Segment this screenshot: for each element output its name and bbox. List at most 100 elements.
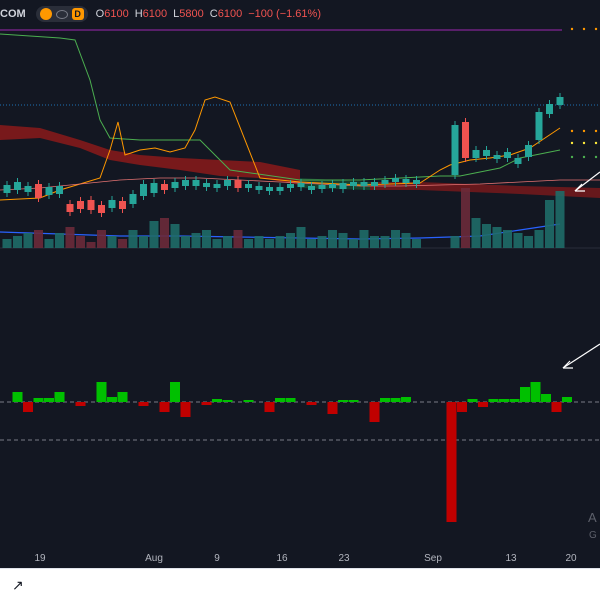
candle-body (182, 180, 189, 186)
volume-bar (401, 233, 411, 248)
low-value: 5800 (179, 8, 204, 20)
volume-bar (307, 239, 316, 248)
volume-bar (13, 236, 22, 248)
x-axis-tick-label: 23 (338, 553, 350, 564)
volume-bar (461, 188, 470, 248)
oscillator-bar (446, 402, 457, 522)
volume-bar (391, 230, 400, 248)
candle-body (213, 184, 221, 188)
level-marker-dot (570, 27, 574, 31)
oscillator-bar (478, 402, 488, 407)
candle-body (413, 180, 420, 184)
oscillator-bar (551, 402, 562, 412)
oscillator-bar (369, 402, 380, 422)
candle-body (535, 112, 543, 140)
volume-bar (118, 239, 127, 248)
chart-legend: COM D O6100 H6100 L5800 C6100 −100 (−1.6… (0, 2, 321, 26)
volume-bar (170, 224, 180, 248)
watermark-line1: A (588, 510, 597, 525)
level-marker-dot (570, 129, 574, 133)
candle-body (3, 185, 11, 193)
candle-body (224, 180, 231, 186)
oscillator-bar (117, 392, 128, 402)
volume-bar (149, 221, 159, 248)
annotation-arrow-upper (574, 171, 600, 192)
volume-bar (223, 236, 232, 248)
volume-bar (97, 230, 106, 248)
volume-bar (233, 230, 243, 248)
candle-body (24, 186, 32, 192)
oscillator-bar (338, 400, 348, 402)
volume-bar (450, 236, 460, 248)
volume-bar (34, 230, 43, 248)
volume-bar (275, 236, 285, 248)
market-status-icon (39, 8, 52, 20)
candle-body (245, 184, 252, 188)
oscillator-bar (201, 402, 212, 405)
volume-bar (128, 230, 138, 248)
volume-bar (160, 218, 169, 248)
candle-body (381, 180, 389, 184)
oscillator-bar (75, 402, 86, 406)
volume-bar (212, 239, 222, 248)
volume-bar (2, 239, 12, 248)
candle-body (350, 182, 357, 186)
data-delay-badge: D (71, 8, 84, 20)
chart-canvas[interactable]: 19 Aug 9 16 23 Sep 13 20 (0, 0, 600, 568)
oscillator-bar (488, 399, 499, 402)
oscillator-bar (380, 398, 390, 402)
candle-body (150, 183, 158, 193)
candle-body (483, 150, 490, 156)
watermark-line2: G (589, 530, 597, 541)
oscillator-bar (107, 397, 117, 402)
oscillator-bar (530, 382, 541, 402)
candle-body (402, 179, 410, 183)
oscillator-bar (348, 400, 359, 402)
candle-body (514, 158, 522, 164)
volume-bar (338, 233, 348, 248)
oscillator-bar (33, 398, 44, 402)
volume-bar (359, 230, 369, 248)
ohlc-values: O6100 H6100 L5800 C6100 −100 (−1.61%) (96, 8, 321, 20)
candle-body (234, 180, 242, 188)
volume-bar (513, 233, 523, 248)
oscillator-bar (212, 399, 222, 402)
oscillator-bar (562, 397, 572, 402)
visibility-eye-icon[interactable] (55, 9, 68, 19)
annotation-arrowhead-lower (562, 360, 573, 369)
level-marker-dot (570, 141, 574, 145)
oscillator-bar (509, 399, 520, 402)
oscillator-bar (275, 398, 285, 402)
candle-body (119, 201, 126, 209)
candle-body (525, 145, 532, 157)
candle-body (192, 180, 200, 186)
level-marker-dot (582, 141, 586, 145)
symbol-name: COM (0, 8, 26, 20)
x-axis-tick-label: 16 (276, 553, 288, 564)
ma-line-orange (0, 96, 561, 201)
open-value: 6100 (104, 8, 129, 20)
candle-body (360, 182, 368, 186)
chart-area[interactable]: 19 Aug 9 16 23 Sep 13 20 COM D O6100 H6100 L580… (0, 0, 600, 568)
oscillator-bar (159, 402, 170, 412)
x-axis-tick-label: 19 (34, 553, 46, 564)
volume-bar (412, 239, 421, 248)
level-marker-dot (570, 155, 574, 159)
volume-bar (202, 230, 211, 248)
candle-body (329, 184, 336, 188)
volume-bar (503, 230, 512, 248)
oscillator-bar (23, 402, 33, 412)
oscillator-bar (222, 400, 233, 402)
candle-body (66, 204, 74, 212)
symbol-status-pill[interactable]: D (35, 6, 88, 22)
volume-bar (380, 236, 390, 248)
volume-bar (107, 236, 117, 248)
chart-toolbar-icon[interactable]: ↗ (12, 577, 24, 593)
ma-line-green (0, 33, 561, 181)
high-value: 6100 (142, 8, 168, 20)
candle-body (77, 201, 84, 209)
candle-body (87, 200, 95, 210)
candle-body (203, 183, 210, 187)
candle-body (556, 97, 564, 105)
candle-body (392, 178, 399, 182)
